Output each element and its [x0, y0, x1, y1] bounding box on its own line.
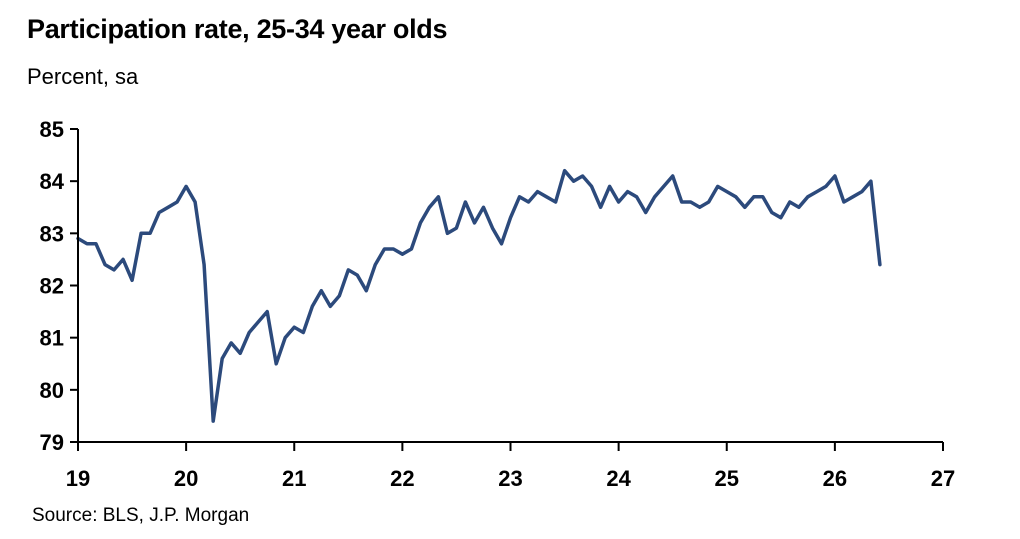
- x-tick-label: 25: [715, 466, 739, 491]
- series-line: [76, 168, 882, 423]
- y-tick-label: 81: [40, 326, 64, 351]
- x-tick-label: 23: [498, 466, 522, 491]
- y-tick-label: 83: [40, 221, 64, 246]
- x-tick-label: 22: [390, 466, 414, 491]
- chart-title: Participation rate, 25-34 year olds: [27, 14, 448, 44]
- y-tick-label: 79: [40, 430, 64, 455]
- chart-subtitle: Percent, sa: [27, 64, 139, 89]
- y-tick-label: 85: [40, 117, 64, 142]
- x-tick-label: 24: [606, 466, 631, 491]
- x-tick-label: 20: [174, 466, 198, 491]
- y-tick-label: 80: [40, 378, 64, 403]
- x-tick-label: 27: [931, 466, 955, 491]
- x-tick-label: 19: [66, 466, 90, 491]
- y-tick-label: 84: [40, 169, 65, 194]
- source-note: Source: BLS, J.P. Morgan: [32, 505, 250, 526]
- x-tick-label: 26: [823, 466, 847, 491]
- x-tick-label: 21: [282, 466, 306, 491]
- y-tick-label: 82: [40, 274, 64, 299]
